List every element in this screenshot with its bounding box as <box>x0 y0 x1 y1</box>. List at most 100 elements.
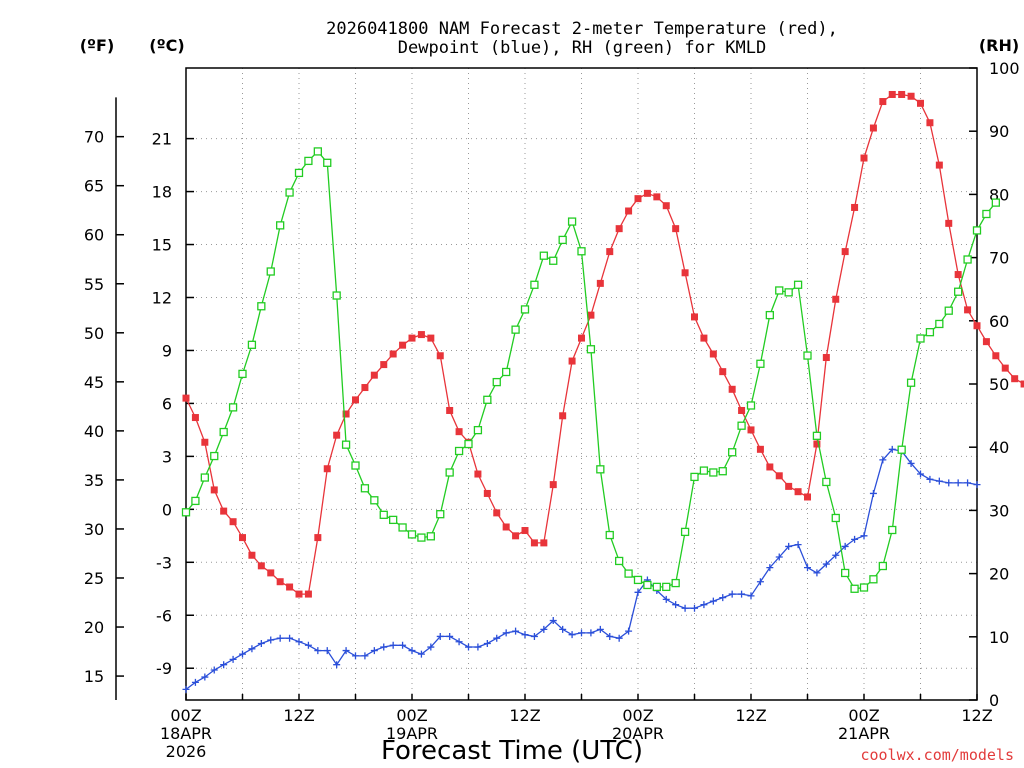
dewpoint-point <box>615 634 623 642</box>
dewpoint-point <box>738 590 746 598</box>
rh-point <box>219 427 228 437</box>
dewpoint-point <box>210 666 218 674</box>
dewpoint-point <box>879 456 887 464</box>
rh-point <box>577 247 586 256</box>
temperature-point <box>615 225 623 233</box>
dewpoint-point <box>813 569 821 577</box>
dewpoint-point <box>945 479 953 487</box>
dewpoint-point <box>691 604 698 612</box>
rh-point <box>483 395 492 404</box>
rh-point <box>313 147 322 156</box>
chart-title-line-1: 2026041800 NAM Forecast 2-meter Temperat… <box>326 19 838 39</box>
dewpoint-point <box>427 643 435 651</box>
celsius-unit-label: (ºC) <box>149 36 184 55</box>
temperature-point <box>860 154 868 162</box>
dewpoint-point <box>766 564 774 572</box>
rh-point <box>181 508 191 517</box>
dewpoint-point <box>606 632 614 640</box>
rh-point <box>304 156 313 166</box>
rh-point <box>549 256 558 265</box>
dewpoint-point <box>201 673 209 681</box>
rh-point <box>464 439 473 449</box>
fahrenheit-unit-label: (ºF) <box>80 36 115 55</box>
celsius-tick-label: 21 <box>152 130 172 149</box>
x-axis-title: Forecast Time (UTC) <box>381 736 643 766</box>
rh-point <box>445 468 454 477</box>
rh-point <box>473 425 483 435</box>
dewpoint-point <box>333 661 341 669</box>
rh-point <box>454 446 464 456</box>
temperature-point <box>512 532 520 540</box>
dewpoint-point <box>408 647 416 655</box>
temperature-point <box>719 368 727 376</box>
dewpoint-point <box>662 595 670 603</box>
temperature-point <box>832 295 840 303</box>
temperature-point <box>455 428 463 436</box>
temperature-point <box>982 338 990 346</box>
dewpoint-point <box>314 647 322 655</box>
rh-point <box>341 440 351 449</box>
dewpoint-point <box>568 631 576 639</box>
temperature-point <box>323 465 331 473</box>
rh-point <box>360 484 370 493</box>
temperature-point <box>201 438 209 446</box>
temperature-point <box>634 195 642 203</box>
x-tick-label: 00Z <box>622 706 653 725</box>
fahrenheit-tick-label: 60 <box>84 226 104 245</box>
dewpoint-point <box>361 652 369 660</box>
rh-point <box>351 461 360 470</box>
fahrenheit-tick-label: 50 <box>84 324 104 343</box>
temperature-point <box>540 539 548 547</box>
dewpoint-point <box>954 479 962 487</box>
rh-point <box>502 367 511 377</box>
temperature-point <box>945 219 953 227</box>
dewpoint-point <box>578 629 585 637</box>
celsius-tick-label: -3 <box>156 553 172 572</box>
temperature-point <box>709 350 717 358</box>
temperature-point <box>926 119 934 127</box>
fahrenheit-tick-label: 35 <box>84 471 104 490</box>
dewpoint-point <box>926 475 934 483</box>
rh-point <box>699 466 709 475</box>
temperature-point <box>239 534 246 542</box>
temperature-point <box>691 313 698 321</box>
dewpoint-point <box>474 643 482 651</box>
dewpoint-point <box>417 650 425 658</box>
temperature-point <box>804 493 811 501</box>
temperature-point <box>380 361 388 369</box>
x-tick-label: 00Z <box>170 706 201 725</box>
rh-point <box>850 584 859 593</box>
rh-point <box>765 310 774 320</box>
temperature-point <box>408 334 416 342</box>
temperature-point <box>210 486 218 494</box>
temperature-point <box>907 92 915 100</box>
rh-point <box>878 561 887 571</box>
dewpoint-point <box>559 625 567 633</box>
fahrenheit-tick-label: 70 <box>84 128 104 147</box>
dewpoint-point <box>342 647 350 655</box>
temperature-point <box>295 590 303 598</box>
dewpoint-point <box>634 588 642 596</box>
dewpoint-point <box>775 553 783 561</box>
dewpoint-point <box>521 631 529 639</box>
rh-point <box>247 340 257 349</box>
rh-point <box>746 401 756 410</box>
x-tick-year-label: 2026 <box>166 742 207 761</box>
dewpoint-point <box>549 617 557 625</box>
rh-point <box>530 280 539 289</box>
temperature-point <box>229 518 237 526</box>
rh-point <box>643 580 652 590</box>
celsius-tick-label: 3 <box>162 447 172 466</box>
dewpoint-point <box>512 627 520 635</box>
temperature-point <box>361 384 369 392</box>
fahrenheit-tick-label: 45 <box>84 373 104 392</box>
temperature-point <box>474 470 482 478</box>
rh-point <box>191 496 200 506</box>
dewpoint-point <box>239 650 246 658</box>
dewpoint-point <box>596 625 604 633</box>
rh-unit-label: (RH) <box>979 36 1019 55</box>
temperature-point <box>191 414 199 422</box>
dewpoint-point <box>370 647 378 655</box>
temperature-point <box>672 225 680 233</box>
